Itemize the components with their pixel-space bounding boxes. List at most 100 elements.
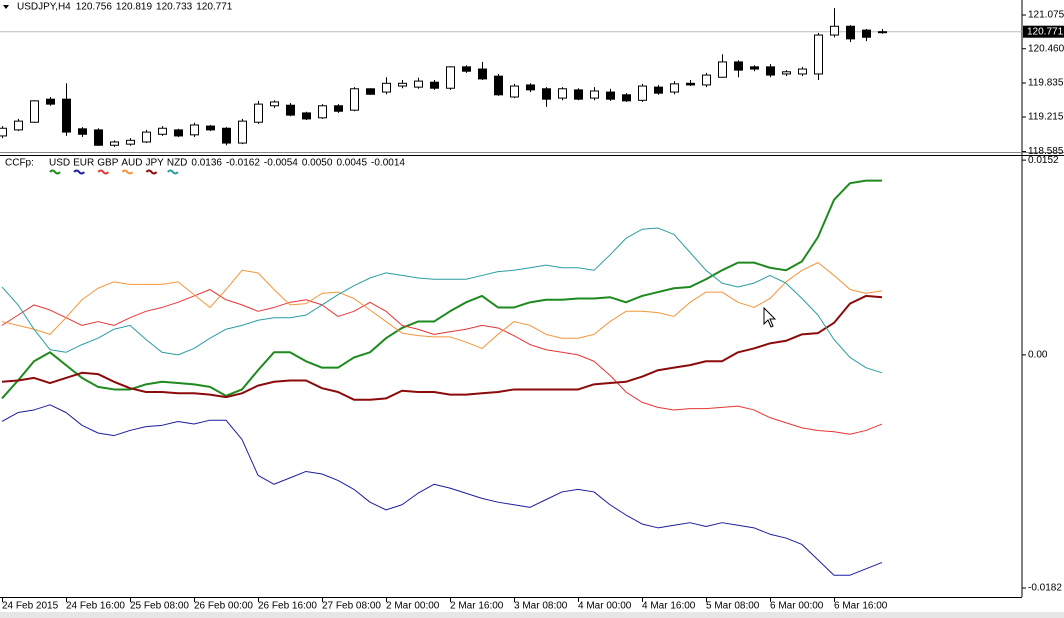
candle-body	[590, 90, 599, 99]
candle-body	[686, 82, 695, 86]
candle-body	[670, 83, 679, 93]
ohlc-value: 120.756	[76, 2, 113, 13]
candle-body	[654, 86, 663, 94]
y-tick-label: 0.0152	[1028, 155, 1059, 166]
legend-name: USD	[49, 158, 70, 169]
legend-value: 0.0050	[302, 158, 333, 169]
legend-name: EUR	[73, 158, 94, 169]
x-tick-label: 27 Feb 08:00	[322, 601, 381, 612]
legend-swatch	[49, 169, 61, 175]
chart-title: USDJPY,H4	[17, 2, 71, 13]
candle-body	[382, 82, 391, 93]
candle-body	[206, 125, 215, 131]
candle-body	[814, 34, 823, 75]
candle-body	[606, 91, 615, 100]
candle-body	[478, 68, 487, 80]
price-label-bg	[1023, 25, 1064, 38]
candle-body	[46, 98, 55, 105]
candle-body	[158, 127, 167, 135]
candle-body	[78, 128, 87, 135]
legend-value: -0.0162	[226, 158, 260, 169]
candle-body	[430, 81, 439, 89]
candle-body	[446, 66, 455, 89]
x-tick-label: 6 Mar 00:00	[770, 601, 824, 612]
candle-body	[462, 66, 471, 72]
candle-body	[782, 71, 791, 75]
candle-body	[270, 101, 279, 107]
x-tick-label: 3 Mar 08:00	[514, 601, 568, 612]
ccf-line	[1, 262, 883, 349]
candle-body	[350, 88, 359, 111]
y-tick-label: 118.585	[1028, 146, 1064, 157]
y-tick-label: 0.00	[1028, 350, 1048, 361]
x-tick-label: 2 Mar 16:00	[450, 601, 504, 612]
y-tick-label: 119.215	[1028, 112, 1064, 123]
candle-body	[558, 88, 567, 99]
y-tick-label: 121.075	[1028, 10, 1064, 21]
x-tick-label: 6 Mar 16:00	[834, 601, 888, 612]
legend-swatch	[73, 169, 85, 175]
candle-body	[398, 82, 407, 87]
candle-body	[862, 29, 871, 38]
candle-body	[622, 94, 631, 102]
x-tick-label: 5 Mar 08:00	[706, 601, 760, 612]
candle-body	[878, 31, 887, 34]
x-tick-label: 4 Mar 16:00	[642, 601, 696, 612]
mouse-cursor	[763, 306, 777, 328]
x-tick-label: 2 Mar 00:00	[386, 601, 440, 612]
legend-name: AUD	[121, 158, 142, 169]
legend-swatch	[121, 169, 134, 175]
y-tick-label: 119.835	[1028, 78, 1064, 89]
ccf-line	[1, 179, 882, 400]
x-tick-label: 24 Feb 16:00	[66, 601, 125, 612]
candle-body	[318, 105, 327, 119]
candle-body	[302, 112, 311, 120]
legend-name: GBP	[97, 158, 118, 169]
candle-body	[142, 131, 151, 143]
candle-body	[190, 124, 199, 136]
legend-swatch	[167, 169, 179, 175]
candle-body	[638, 85, 647, 101]
candle-body	[830, 25, 839, 36]
ohlc-value: 120.819	[116, 2, 153, 13]
candle-body	[734, 61, 743, 71]
candle-body	[126, 139, 135, 145]
legend-swatch	[97, 169, 110, 175]
legend-swatch	[145, 169, 158, 175]
candle-body	[510, 85, 519, 98]
candle-body	[526, 84, 535, 91]
candle-body	[718, 61, 727, 78]
candle-body	[222, 127, 231, 144]
candle-body	[0, 127, 7, 137]
ccf-line	[1, 404, 883, 576]
ccf-line	[1, 294, 883, 401]
x-tick-label: 4 Mar 00:00	[578, 601, 632, 612]
x-tick-label: 24 Feb 2015	[2, 601, 59, 612]
candle-body	[174, 129, 183, 137]
x-tick-label: 26 Feb 00:00	[194, 601, 253, 612]
ohlc-value: 120.771	[196, 2, 233, 13]
x-tick-label: 25 Feb 08:00	[130, 601, 189, 612]
legend-name: JPY	[146, 158, 165, 169]
legend-value: -0.0014	[371, 158, 405, 169]
candle-body	[30, 100, 39, 123]
price-label: 120.771	[1027, 26, 1064, 37]
candle-body	[94, 129, 103, 146]
candle-body	[286, 104, 295, 116]
candle-body	[334, 105, 343, 112]
candle-body	[846, 25, 855, 40]
candle-body	[366, 88, 375, 95]
indicator-title: CCFp:	[5, 158, 34, 169]
y-tick-label: -0.0182	[1028, 583, 1062, 594]
ohlc-value: 120.733	[156, 2, 193, 13]
legend-value: 0.0045	[336, 158, 367, 169]
menu-triangle[interactable]	[3, 5, 9, 9]
candle-body	[14, 120, 23, 131]
candle-body	[574, 89, 583, 100]
candle-body	[254, 103, 263, 123]
legend-name: NZD	[167, 158, 188, 169]
candle-body	[542, 88, 551, 100]
